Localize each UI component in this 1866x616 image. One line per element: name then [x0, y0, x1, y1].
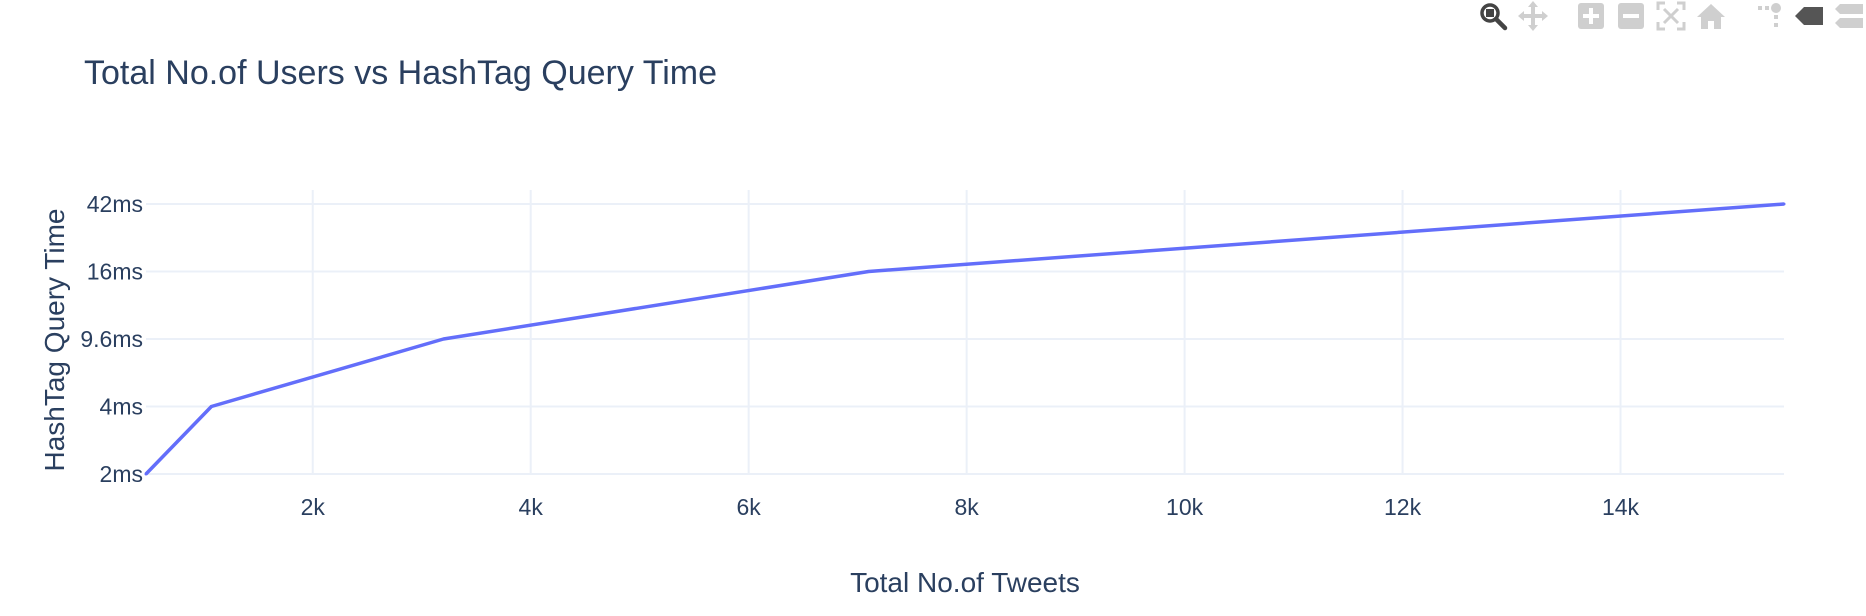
y-tick-label: 9.6ms	[80, 326, 143, 352]
x-tick-label: 2k	[301, 494, 326, 520]
hover-closest-icon[interactable]	[1794, 1, 1824, 31]
x-tick-label: 4k	[519, 494, 544, 520]
spike-lines-icon[interactable]	[1754, 1, 1784, 31]
x-tick-label: 12k	[1384, 494, 1422, 520]
zoom-out-icon[interactable]	[1616, 1, 1646, 31]
autoscale-icon[interactable]	[1656, 1, 1686, 31]
modebar	[1478, 0, 1866, 32]
y-tick-label: 2ms	[100, 461, 143, 487]
pan-icon[interactable]	[1518, 1, 1548, 31]
x-tick-label: 8k	[954, 494, 979, 520]
data-point	[442, 337, 446, 341]
y-axis-title: HashTag Query Time	[39, 209, 70, 472]
y-tick-label: 16ms	[87, 259, 143, 285]
x-axis-title: Total No.of Tweets	[850, 567, 1080, 598]
zoom-icon[interactable]	[1478, 1, 1508, 31]
x-tick-label: 14k	[1602, 494, 1640, 520]
x-tick-label: 6k	[737, 494, 762, 520]
data-point	[209, 405, 213, 408]
data-point	[1782, 202, 1786, 206]
y-tick-label: 4ms	[100, 394, 143, 420]
reset-axes-icon[interactable]	[1696, 1, 1726, 31]
chart-title: Total No.of Users vs HashTag Query Time	[84, 54, 718, 92]
y-tick-label: 42ms	[87, 191, 143, 217]
data-point	[867, 270, 871, 273]
x-tick-label: 10k	[1166, 494, 1204, 520]
zoom-in-icon[interactable]	[1576, 1, 1606, 31]
hover-compare-icon[interactable]	[1834, 1, 1864, 31]
data-point	[144, 472, 148, 476]
